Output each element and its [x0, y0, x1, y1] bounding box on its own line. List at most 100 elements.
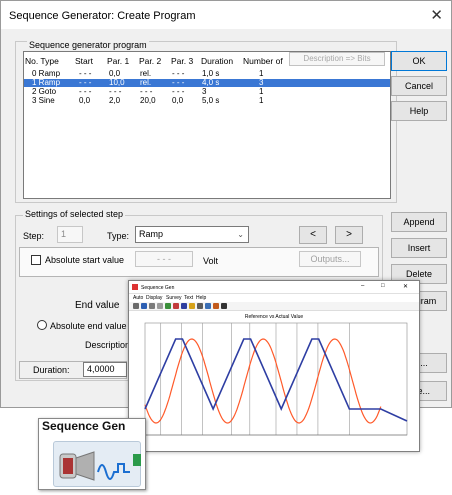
header-start: Start: [75, 56, 93, 66]
tile-label: Sequence Gen: [42, 419, 126, 433]
abs-start-checkbox[interactable]: [31, 255, 41, 265]
cell-start: - - -: [79, 69, 92, 78]
cell-par1: 10,0: [109, 78, 125, 87]
tile-body: [53, 441, 141, 487]
table-icon[interactable]: [197, 303, 203, 309]
signal-generator-icon: [59, 451, 141, 481]
menu-survey[interactable]: Survey: [166, 295, 182, 301]
cell-duration: 5,0 s: [202, 96, 220, 105]
description-bits-button[interactable]: Description => Bits: [289, 52, 385, 66]
header-duration: Duration: [201, 56, 234, 66]
menu-display[interactable]: Display: [146, 295, 163, 301]
insert-button[interactable]: Insert: [391, 238, 447, 258]
volt-label: Volt: [203, 256, 219, 266]
scale-icon[interactable]: [189, 303, 195, 309]
cell-no-type: 2 Goto: [32, 87, 57, 96]
help-button[interactable]: Help: [391, 101, 447, 121]
cell-par1: 2,0: [109, 96, 121, 105]
program-group: [15, 41, 397, 203]
cell-par1: 0,0: [109, 69, 121, 78]
cell-no-type: 0 Ramp: [32, 69, 61, 78]
open-icon[interactable]: [133, 303, 139, 309]
cell-start: - - -: [79, 87, 92, 96]
plot-toolbar: [129, 302, 419, 311]
table-row[interactable]: 3 Sine 0,0 2,0 20,0 0,0 5,0 s 1: [24, 97, 390, 105]
append-button[interactable]: Append: [391, 212, 447, 232]
cell-par3: 0,0: [172, 96, 184, 105]
plot-menubar: Auto Display Survey Text Help: [129, 294, 419, 302]
program-list[interactable]: [23, 51, 391, 199]
maximize-icon[interactable]: □: [381, 283, 385, 289]
text-icon[interactable]: [221, 303, 227, 309]
table-row[interactable]: 0 Ramp - - - 0,0 rel. - - - 1,0 s 1: [24, 70, 390, 78]
ok-button[interactable]: OK: [391, 51, 447, 71]
cell-no-type: 1 Ramp: [32, 78, 61, 87]
grid-icon[interactable]: [181, 303, 187, 309]
header-par2: Par. 2: [139, 56, 162, 66]
title-bar: Sequence Generator: Create Program ✕: [1, 1, 451, 29]
pen-icon[interactable]: [213, 303, 219, 309]
close-icon[interactable]: ✕: [403, 284, 409, 290]
program-group-label: Sequence generator program: [27, 40, 149, 50]
header-par3: Par. 3: [171, 56, 194, 66]
step-label: Step:: [23, 231, 45, 241]
cursor-icon[interactable]: [157, 303, 163, 309]
app-icon: [132, 284, 138, 290]
duration-label: Duration:: [33, 365, 70, 375]
cell-par2: rel.: [140, 78, 152, 87]
menu-text[interactable]: Text: [184, 295, 194, 301]
chevron-down-icon: ⌄: [237, 230, 244, 239]
duration-field[interactable]: 4,0000: [83, 362, 127, 377]
next-step-button[interactable]: >: [335, 226, 363, 244]
type-value: Ramp: [139, 229, 164, 239]
cell-par3: - - -: [172, 69, 185, 78]
table-row[interactable]: 2 Goto - - - - - - - - - - - - 3 1: [24, 88, 390, 96]
cell-start: - - -: [79, 78, 92, 87]
cancel-button[interactable]: Cancel: [391, 76, 447, 96]
table-row-selected[interactable]: 1 Ramp - - - 10,0 rel. - - - 4,0 s 3: [24, 79, 390, 87]
prev-step-button[interactable]: <: [299, 226, 327, 244]
cell-par2: 20,0: [140, 96, 156, 105]
abs-end-radio[interactable]: [37, 320, 47, 330]
close-icon[interactable]: ✕: [430, 7, 443, 24]
print-icon[interactable]: [149, 303, 155, 309]
cell-par2: - - -: [140, 87, 153, 96]
plot-window: Sequence Gen – □ ✕ Auto Display Survey T…: [128, 280, 420, 452]
abs-end-label: Absolute end value: [50, 321, 127, 331]
cell-duration: 1,0 s: [202, 69, 220, 78]
type-label: Type:: [107, 231, 130, 241]
step-field[interactable]: 1: [57, 226, 83, 243]
plot-area: [144, 322, 408, 436]
type-combobox[interactable]: Ramp ⌄: [135, 226, 249, 243]
sequence-gen-tile[interactable]: Sequence Gen: [38, 418, 146, 490]
abs-start-label: Absolute start value: [45, 255, 125, 265]
cell-par3: - - -: [172, 87, 185, 96]
cell-duration: 3: [202, 87, 207, 96]
window-title: Sequence Generator: Create Program: [9, 10, 196, 22]
menu-auto[interactable]: Auto: [133, 295, 144, 301]
marker-icon[interactable]: [173, 303, 179, 309]
cell-par3: - - -: [172, 78, 185, 87]
plot-title: Reference vs Actual Value: [244, 314, 304, 320]
abs-start-field[interactable]: - - -: [135, 251, 193, 267]
cell-par1: - - -: [109, 87, 122, 96]
minimize-icon[interactable]: –: [361, 283, 365, 289]
cell-number: 3: [259, 78, 264, 87]
cell-duration: 4,0 s: [202, 78, 220, 87]
end-value-label: End value: [75, 300, 120, 311]
cell-par2: rel.: [140, 69, 152, 78]
header-number-of: Number of: [243, 56, 283, 66]
save-icon[interactable]: [141, 303, 147, 309]
header-no-type: No. Type: [25, 56, 59, 66]
create-program-dialog: Sequence Generator: Create Program ✕ Seq…: [0, 0, 452, 408]
header-par1: Par. 1: [107, 56, 130, 66]
chart-icon[interactable]: [205, 303, 211, 309]
settings-group-label: Settings of selected step: [23, 209, 126, 219]
actual-value-series: [144, 338, 382, 424]
zoom-icon[interactable]: [165, 303, 171, 309]
menu-help[interactable]: Help: [196, 295, 207, 301]
cell-start: 0,0: [79, 96, 91, 105]
outputs-button[interactable]: Outputs...: [299, 251, 361, 267]
cell-number: 1: [259, 96, 264, 105]
cell-no-type: 3 Sine: [32, 96, 55, 105]
